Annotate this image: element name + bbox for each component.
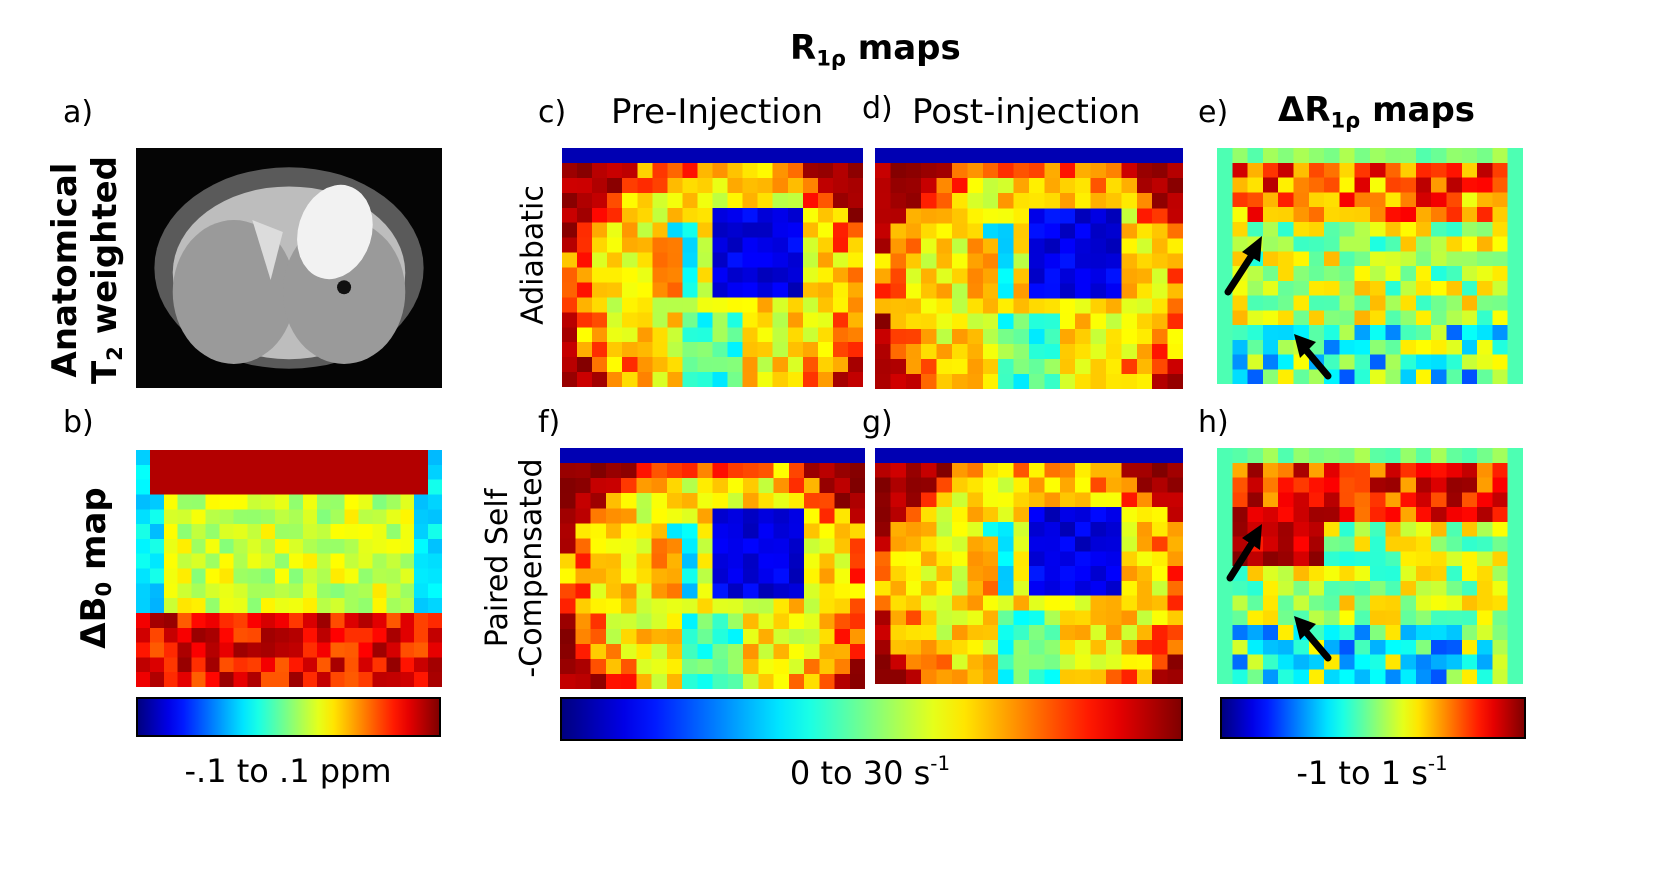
r1rho-map-pre-paired-self-compensated [560,448,865,689]
panel-label-a: a) [63,95,94,130]
colorbar-r1rho-label: 0 to 30 s-1 [789,752,951,792]
column-title-pre-injection: Pre-Injection [611,92,824,132]
row-label-paired-self-compensated: Paired Self -Compensated [480,458,549,678]
r1rho-map-post-paired-self-compensated [875,448,1183,684]
db0-map-image [136,450,442,687]
figure-title: R1ρ maps [790,28,961,71]
panel-label-h: h) [1198,405,1229,440]
delta-r1rho-map-adiabatic [1217,148,1523,384]
column-title-delta-r1rho: ΔR1ρ maps [1278,90,1476,133]
black-arrow-icon [1294,616,1332,662]
panel-label-d: d) [862,91,893,126]
black-arrow-icon [1294,334,1332,380]
r1rho-map-pre-adiabatic [562,148,863,387]
anatomical-t2-image [136,148,442,388]
colorbar-delta [1220,697,1526,739]
panel-label-b: b) [63,405,94,440]
colorbar-r1rho [560,697,1183,741]
panel-label-f: f) [538,405,561,440]
column-title-post-injection: Post-injection [912,92,1141,132]
panel-label-c: c) [538,95,567,130]
black-arrow-icon [1224,236,1262,296]
row-label-db0-map: ΔB0 map [73,487,117,649]
panel-label-e: e) [1198,95,1229,130]
panel-label-g: g) [862,405,893,440]
row-label-anatomical: Anatomical T2 weighted [44,155,128,385]
r1rho-map-post-adiabatic [875,148,1183,389]
colorbar-delta-label: -1 to 1 s-1 [1296,752,1448,792]
colorbar-b0 [136,697,441,737]
delta-r1rho-map-paired-self-compensated [1217,448,1523,684]
colorbar-b0-label: -.1 to .1 ppm [184,752,392,790]
row-label-adiabatic: Adiabatic [515,185,551,325]
black-arrow-icon [1226,524,1262,582]
